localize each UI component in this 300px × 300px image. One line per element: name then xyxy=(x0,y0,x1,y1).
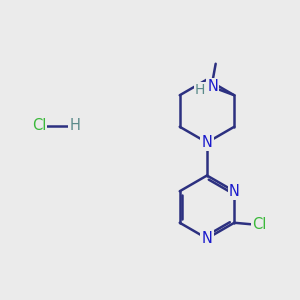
Text: H: H xyxy=(70,118,80,134)
Text: Cl: Cl xyxy=(32,118,46,134)
Text: N: N xyxy=(202,135,212,150)
Text: N: N xyxy=(202,231,212,246)
Text: N: N xyxy=(207,79,218,94)
Text: N: N xyxy=(229,184,240,199)
Text: Cl: Cl xyxy=(253,217,267,232)
Text: H: H xyxy=(195,83,205,97)
